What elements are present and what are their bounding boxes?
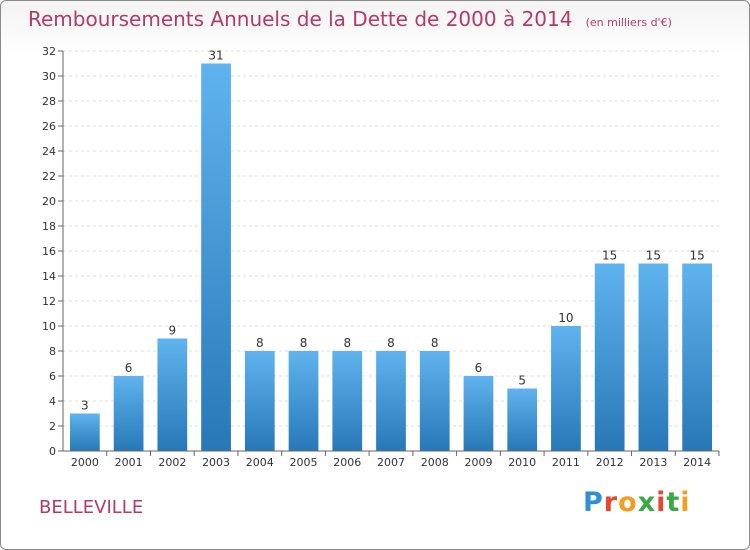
x-axis: 2000 2001 2002 2003 2004 2005 2006 2007 2008 2009… — [58, 450, 720, 469]
x-tick-label: 2013 — [639, 456, 667, 469]
proxiti-logo: Proxiti — [583, 487, 691, 518]
x-tick-label: 2005 — [290, 456, 318, 469]
bar-value-label: 15 — [602, 249, 617, 263]
y-tick-label: 16 — [42, 245, 56, 258]
y-tick-label: 0 — [49, 445, 56, 458]
x-tick-label: 2009 — [464, 456, 492, 469]
y-tick-label: 10 — [42, 320, 56, 333]
bar — [594, 263, 625, 451]
y-tick-label: 20 — [42, 195, 56, 208]
y-tick-label: 12 — [42, 295, 56, 308]
bar-value-label: 15 — [689, 249, 704, 263]
bar-value-label: 6 — [125, 361, 133, 375]
y-tick-label: 28 — [42, 95, 56, 108]
bar-value-label: 6 — [475, 361, 483, 375]
bar-value-label: 10 — [558, 311, 573, 325]
chart-title: Remboursements Annuels de la Dette de 20… — [28, 7, 573, 31]
y-tick-label: 24 — [42, 145, 56, 158]
place-name: BELLEVILLE — [39, 497, 144, 518]
bar-value-label: 31 — [208, 49, 223, 63]
bar-value-label: 8 — [431, 336, 439, 350]
bars: 3 6 9 31 8 8 8 8 8 6 5 10 15 15 15 — [69, 49, 713, 451]
bar — [113, 376, 144, 451]
x-tick-label: 2000 — [71, 456, 99, 469]
y-tick-label: 30 — [42, 70, 56, 83]
y-tick-label: 32 — [42, 45, 56, 58]
chart-subtitle: (en milliers d'€) — [585, 16, 672, 29]
x-tick-label: 2006 — [333, 456, 361, 469]
y-tick-label: 2 — [49, 420, 56, 433]
bar — [638, 263, 669, 451]
bar-value-label: 15 — [646, 249, 661, 263]
bar — [332, 351, 363, 451]
y-tick-label: 18 — [42, 220, 56, 233]
y-tick-label: 8 — [49, 345, 56, 358]
x-tick-label: 2014 — [683, 456, 711, 469]
bar — [463, 376, 494, 451]
x-tick-label: 2011 — [552, 456, 580, 469]
bar-value-label: 8 — [387, 336, 395, 350]
x-tick-label: 2003 — [202, 456, 230, 469]
y-tick-label: 22 — [42, 170, 56, 183]
title-row: Remboursements Annuels de la Dette de 20… — [28, 7, 672, 31]
y-tick-label: 4 — [49, 395, 56, 408]
bar-value-label: 5 — [518, 374, 526, 388]
x-tick-label: 2010 — [508, 456, 536, 469]
bar — [157, 338, 188, 451]
bar-value-label: 9 — [169, 324, 177, 338]
x-tick-label: 2004 — [246, 456, 274, 469]
bar — [551, 326, 581, 451]
bar — [201, 63, 231, 451]
bar — [419, 351, 450, 451]
x-tick-label: 2001 — [115, 456, 143, 469]
bar — [682, 263, 713, 451]
bar — [376, 351, 406, 451]
bar-value-label: 3 — [81, 399, 89, 413]
x-tick-label: 2007 — [377, 456, 405, 469]
bar-value-label: 8 — [343, 336, 351, 350]
x-tick-label: 2008 — [421, 456, 449, 469]
bar — [507, 388, 538, 451]
bar-value-label: 8 — [256, 336, 264, 350]
bar — [244, 351, 275, 451]
y-tick-label: 26 — [42, 120, 56, 133]
x-tick-label: 2002 — [158, 456, 186, 469]
x-tick-label: 2012 — [596, 456, 624, 469]
y-tick-label: 14 — [42, 270, 56, 283]
bar-value-label: 8 — [300, 336, 308, 350]
bar — [69, 413, 100, 451]
y-tick-label: 6 — [49, 370, 56, 383]
bar — [288, 351, 319, 451]
